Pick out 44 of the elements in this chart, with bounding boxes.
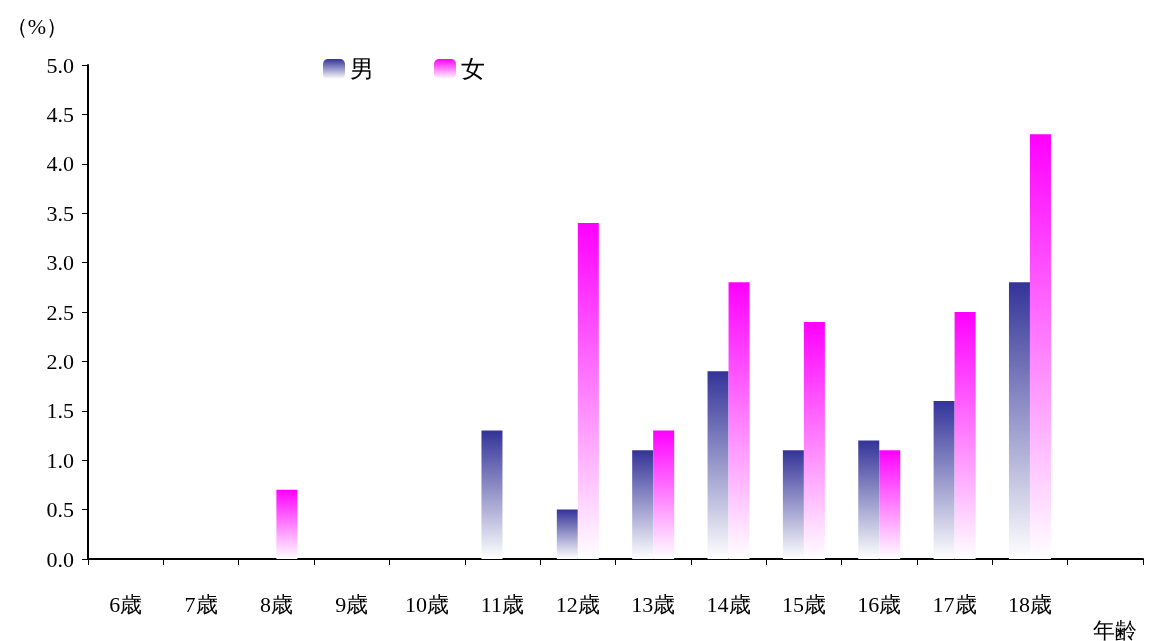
bar xyxy=(481,430,503,559)
x-tick-label: 13歳 xyxy=(631,591,676,617)
y-tick-label: 1.0 xyxy=(46,447,74,473)
bar xyxy=(954,312,976,559)
x-tick-label: 16歳 xyxy=(857,591,902,617)
x-tick-label: 11歳 xyxy=(480,591,525,617)
bar xyxy=(858,440,880,559)
bar xyxy=(556,509,578,559)
y-tick-label: 0.5 xyxy=(46,497,74,523)
bar xyxy=(803,321,825,559)
bar xyxy=(577,223,599,559)
x-tick-label: 18歳 xyxy=(1007,591,1052,617)
y-tick-label: 1.5 xyxy=(46,398,74,424)
bar xyxy=(653,430,675,559)
x-tick-label: 8歳 xyxy=(259,591,293,617)
bar xyxy=(1029,134,1051,559)
y-tick-label: 2.5 xyxy=(46,299,74,325)
x-tick-label: 12歳 xyxy=(555,591,600,617)
x-tick-label: 6歳 xyxy=(109,591,143,617)
x-axis-title: 年齢 xyxy=(1093,617,1137,641)
x-tick-label: 9歳 xyxy=(335,591,369,617)
y-tick-label: 3.5 xyxy=(46,200,74,226)
x-tick-label: 14歳 xyxy=(706,591,751,617)
legend-label: 女 xyxy=(461,56,485,82)
x-tick-label: 15歳 xyxy=(781,591,826,617)
y-axis-title: （%） xyxy=(5,13,68,39)
bar xyxy=(1008,282,1030,559)
bar xyxy=(933,400,955,559)
bar xyxy=(707,371,729,559)
x-tick-label: 17歳 xyxy=(932,591,977,617)
y-tick-label: 4.5 xyxy=(46,101,74,127)
x-tick-label: 7歳 xyxy=(184,591,218,617)
x-tick-label: 10歳 xyxy=(405,591,450,617)
bar xyxy=(728,282,750,559)
y-tick-label: 4.0 xyxy=(46,151,74,177)
bar xyxy=(632,450,654,559)
bar xyxy=(879,450,901,559)
bar xyxy=(276,489,298,559)
y-tick-label: 3.0 xyxy=(46,250,74,276)
legend-label: 男 xyxy=(350,56,374,82)
y-tick-label: 5.0 xyxy=(46,52,74,78)
y-tick-label: 0.0 xyxy=(46,546,74,572)
bar xyxy=(782,450,804,559)
y-tick-label: 2.0 xyxy=(46,348,74,374)
